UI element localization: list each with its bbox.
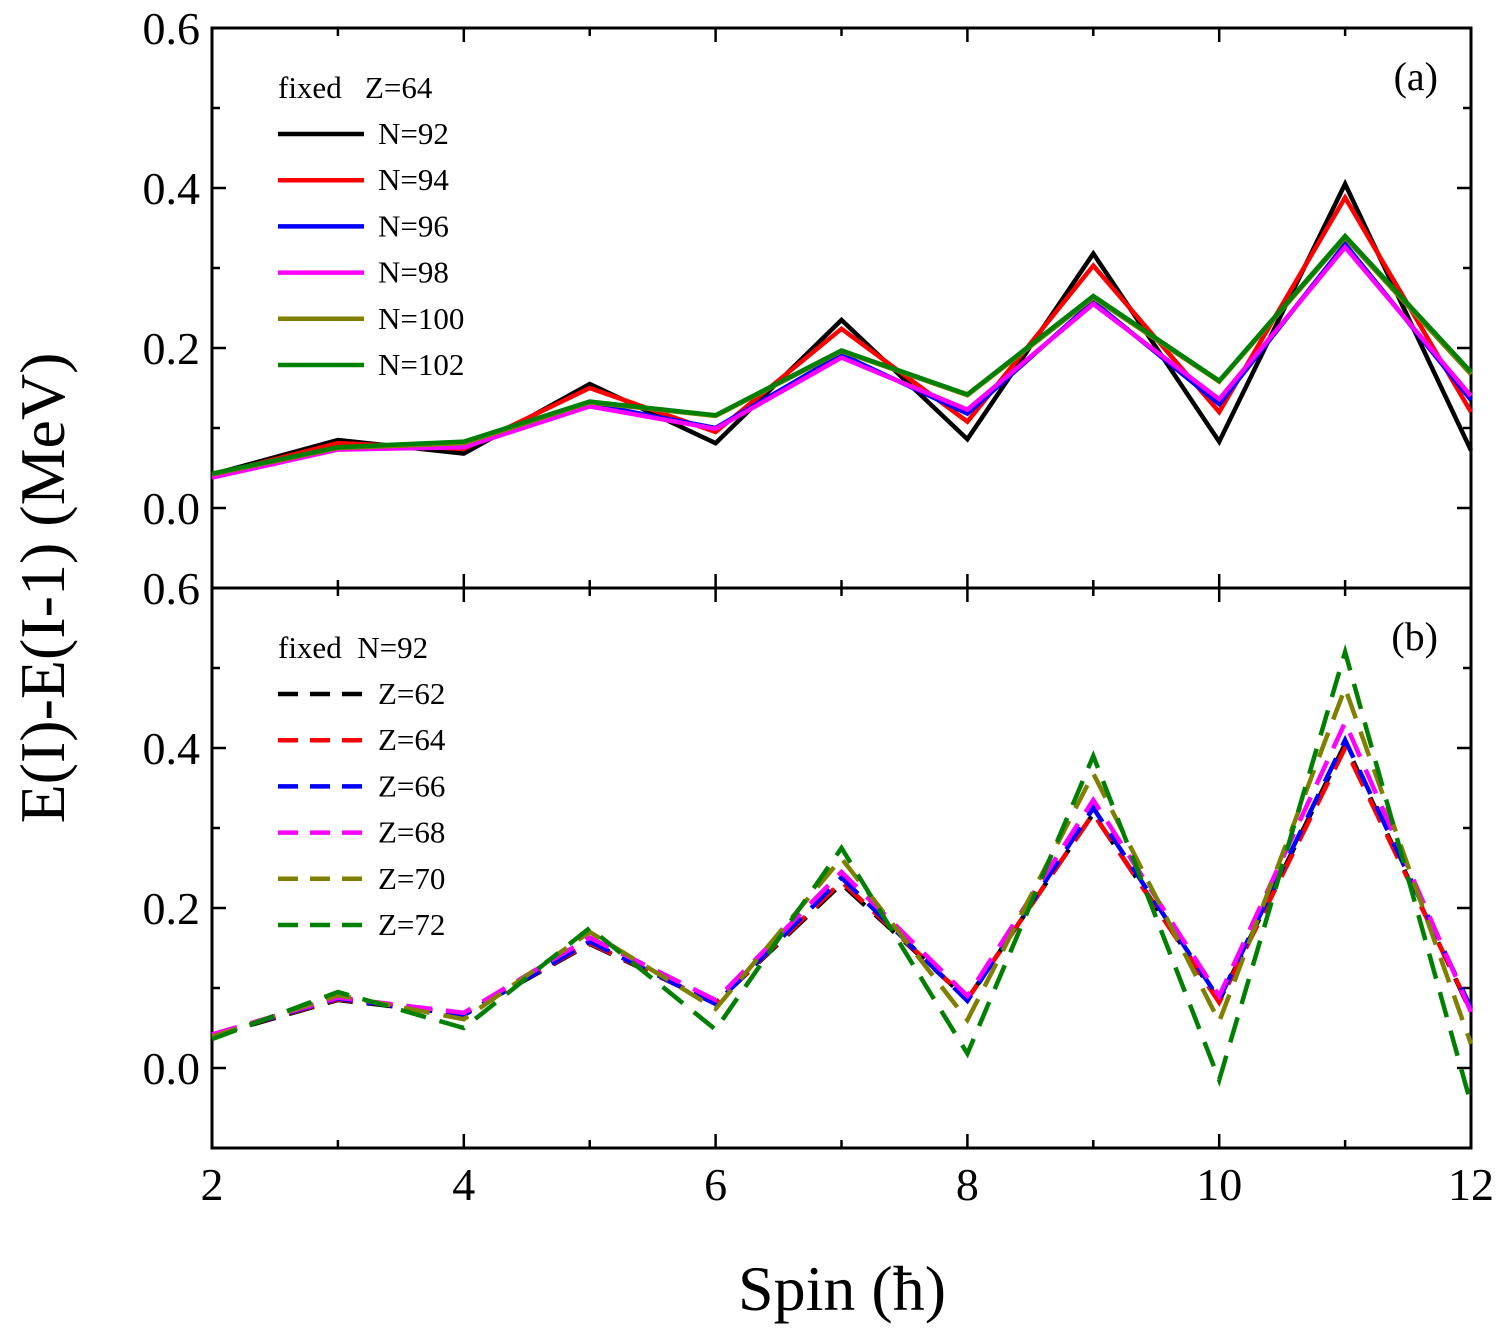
- y-tick-label: 0.0: [143, 483, 201, 534]
- panel-label: (b): [1391, 614, 1438, 659]
- x-tick-label: 2: [201, 1159, 224, 1210]
- y-tick-label: 0.6: [143, 3, 201, 54]
- series-line-z-72: [211, 643, 1474, 1105]
- legend-entry: N=92: [378, 116, 449, 151]
- panel-a: 0.0 0.2 0.4 0.6 (a) fixed Z=64 N=92 N=94 N=96 N=9…: [143, 3, 1474, 590]
- y-tick-label: 0.6: [143, 563, 201, 614]
- x-tick-label: 12: [1448, 1159, 1494, 1210]
- x-tick-label: 8: [956, 1159, 979, 1210]
- legend-entry: Z=72: [378, 907, 445, 942]
- legend-entry: Z=62: [378, 676, 445, 711]
- y-tick-label: 0.4: [143, 723, 201, 774]
- y-tick-label: 0.2: [143, 323, 201, 374]
- legend-entry: Z=68: [378, 815, 445, 850]
- panel-b: 0.0 0.2 0.4 0.6 2 4 6 8 10 12 (b) fixed N=92 Z=62 Z=6…: [143, 563, 1495, 1210]
- legend-entry: N=98: [378, 255, 449, 290]
- y-axis-title: E(I)-E(I-1) (MeV): [7, 353, 78, 824]
- legend-entry: N=100: [378, 301, 464, 336]
- legend-entry: N=94: [378, 162, 449, 197]
- x-tick-label: 6: [704, 1159, 727, 1210]
- legend-entry: N=102: [378, 347, 464, 382]
- y-tick-label: 0.4: [143, 163, 201, 214]
- series-line-z-68: [211, 716, 1474, 1037]
- legend-title: fixed N=92: [278, 630, 428, 665]
- panel-label: (a): [1394, 54, 1438, 99]
- legend-entry: N=96: [378, 208, 449, 243]
- legend-title: fixed Z=64: [278, 70, 433, 105]
- x-tick-label: 10: [1196, 1159, 1242, 1210]
- legend-entry: Z=64: [378, 722, 446, 757]
- y-tick-label: 0.2: [143, 883, 201, 934]
- legend-entry: Z=70: [378, 861, 445, 896]
- legend-entry: Z=66: [378, 768, 445, 803]
- x-axis-title: Spin (ħ): [738, 1253, 946, 1324]
- x-tick-label: 4: [452, 1159, 475, 1210]
- series-line-z-70: [211, 681, 1474, 1045]
- series-line-n-102: [211, 232, 1473, 476]
- series-line-n-98: [211, 243, 1473, 480]
- y-tick-label: 0.0: [143, 1043, 201, 1094]
